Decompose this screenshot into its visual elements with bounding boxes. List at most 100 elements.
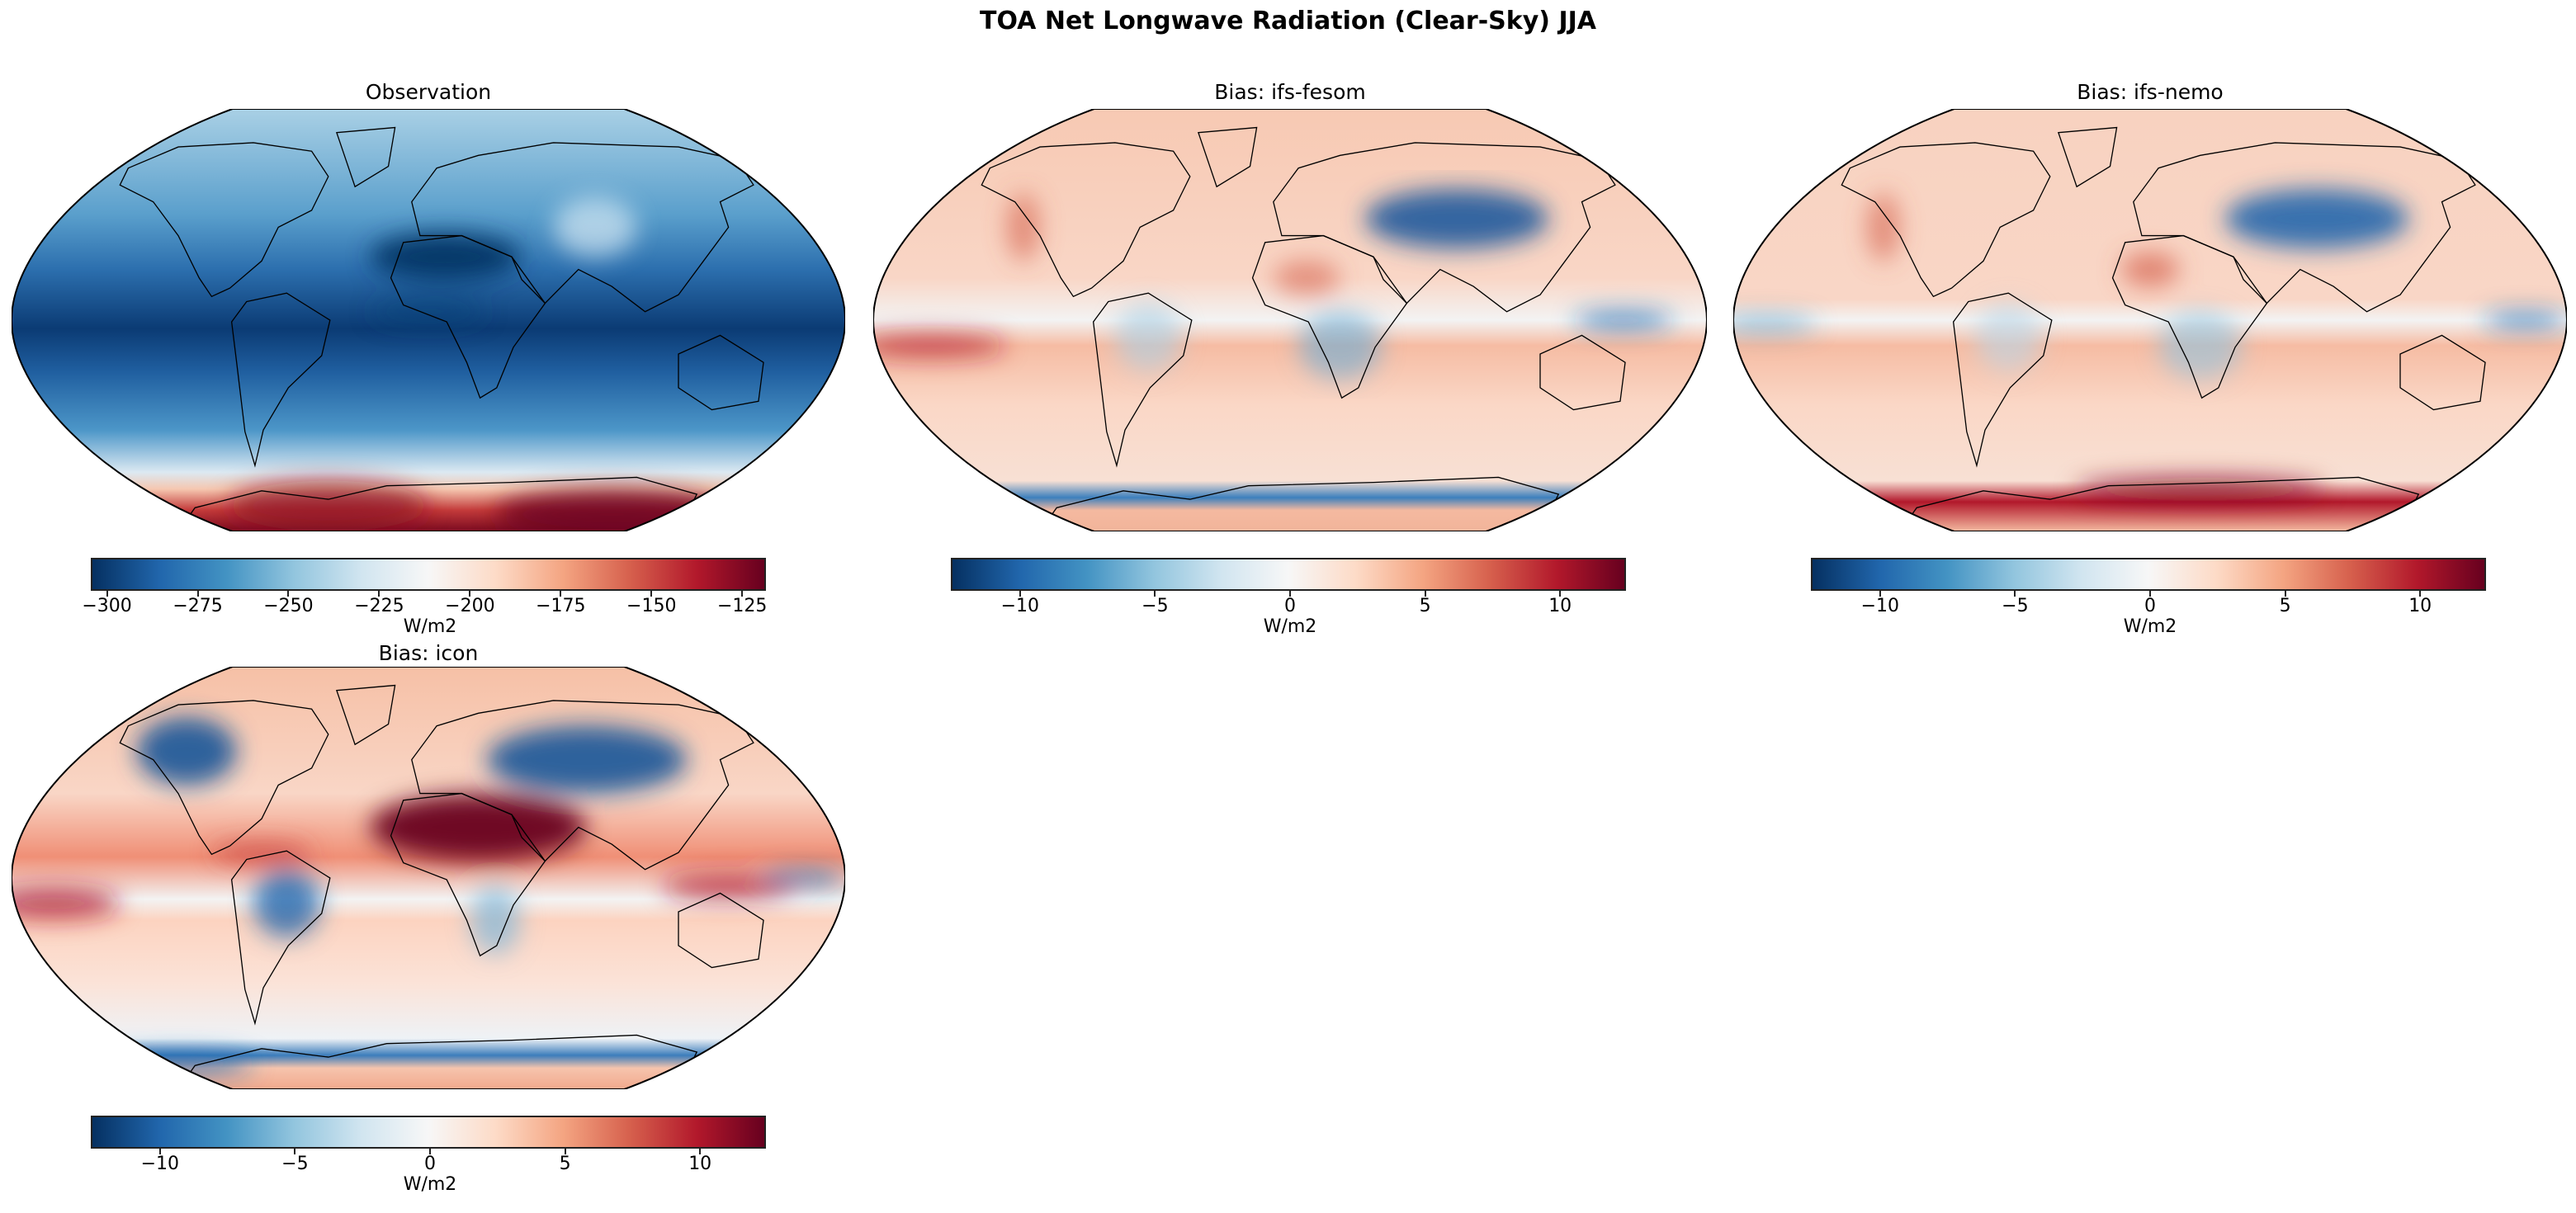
- coastline-australia: [2399, 334, 2486, 411]
- colorbar-tick-label: −225: [354, 596, 404, 616]
- coastline-eurasia: [411, 142, 754, 313]
- field-anomaly: [1114, 303, 1182, 371]
- colorbar: −10 −5 0 5 10 W/m2: [1811, 558, 2486, 637]
- field-anomaly: [1974, 303, 2042, 371]
- coastline-australia: [678, 334, 764, 411]
- colorbar-tick: [2419, 591, 2422, 597]
- field-anomaly: [253, 869, 320, 937]
- field-anomaly: [470, 886, 521, 955]
- colorbar-tick-label: −5: [1141, 596, 1169, 616]
- colorbar-tick: [699, 1149, 702, 1154]
- colorbar-tick: [158, 1149, 161, 1154]
- colorbar-tick: [1879, 591, 1881, 597]
- coastline-eurasia: [411, 700, 754, 871]
- colorbar-tick: [378, 591, 380, 597]
- colorbar: −10 −5 0 5 10 W/m2: [951, 558, 1626, 637]
- robinson-map: [1733, 109, 2567, 531]
- colorbar-tick-label: −10: [1860, 596, 1900, 616]
- colorbar-tick: [741, 591, 744, 597]
- colorbar-tick: [560, 591, 562, 597]
- colorbar-tick-label: −200: [445, 596, 495, 616]
- field-anomaly: [1866, 193, 1900, 262]
- coastline-south-america: [1092, 292, 1193, 468]
- colorbar-tick: [564, 1149, 566, 1154]
- colorbar-tick-label: −10: [1000, 596, 1040, 616]
- colorbar-tick-label: 5: [559, 1154, 571, 1174]
- colorbar-tick-label: 0: [2144, 596, 2156, 616]
- colorbar: −10 −5 0 5 10 W/m2: [91, 1116, 766, 1195]
- field-anomaly: [2484, 312, 2567, 328]
- coastline-north-america: [119, 142, 329, 298]
- coastline-south-america: [1952, 292, 2053, 468]
- panel-title: Bias: ifs-nemo: [2077, 80, 2224, 104]
- coastline-antarctica: [177, 476, 698, 531]
- colorbar-tick: [1424, 591, 1426, 597]
- colorbar-tick-label: 5: [1419, 596, 1431, 616]
- colorbar-tick-label: −10: [140, 1154, 180, 1174]
- field-anomaly: [553, 197, 637, 257]
- coastline-south-america: [230, 850, 331, 1026]
- coastline-antarctica: [1038, 476, 1560, 531]
- colorbar-tick-label: −5: [2002, 596, 2029, 616]
- colorbar-tick-label: −125: [716, 596, 768, 616]
- map-border: [12, 667, 845, 1089]
- colorbar: −300 −275 −250 −225 −200 −175 −150 −125 W/m2: [82, 558, 767, 637]
- colorbar-tick-label: −175: [536, 596, 586, 616]
- colorbar-tick-label: 5: [2279, 596, 2291, 616]
- coastline-greenland: [336, 126, 396, 188]
- colorbar-tick-label: 0: [1284, 596, 1296, 616]
- colorbar-tick: [1019, 591, 1021, 597]
- field-anomaly: [1298, 311, 1383, 380]
- field-anomaly: [228, 480, 428, 531]
- coastline-north-america: [1841, 142, 2051, 298]
- coastline-greenland: [1198, 126, 1258, 188]
- colorbar-tick: [650, 591, 653, 597]
- colorbar-tick-label: 10: [688, 1154, 712, 1174]
- field-anomaly: [762, 870, 845, 886]
- field-anomaly: [661, 874, 796, 899]
- coastline-eurasia: [2133, 142, 2476, 313]
- field-anomaly: [12, 888, 121, 919]
- figure-title: TOA Net Longwave Radiation (Clear-Sky) J…: [980, 7, 1596, 35]
- coastline-north-america: [981, 142, 1191, 298]
- colorbar-tick-label: −150: [626, 596, 677, 616]
- coastline-antarctica: [177, 1034, 698, 1089]
- coastline-south-america: [230, 292, 331, 468]
- field-anomaly: [1573, 311, 1674, 329]
- coastline-eurasia: [1273, 142, 1616, 313]
- colorbar-tick: [2014, 591, 2016, 597]
- panel-title: Observation: [365, 80, 492, 104]
- robinson-map: [12, 667, 845, 1089]
- coastline-australia: [678, 892, 764, 969]
- colorbar-tick-label: −5: [281, 1154, 309, 1174]
- colorbar-tick: [1154, 591, 1156, 597]
- colorbar-tick: [2284, 591, 2286, 597]
- colorbar-label: W/m2: [1263, 616, 1317, 637]
- field-anomaly: [486, 725, 688, 794]
- field-anomaly: [873, 333, 1007, 358]
- map-border: [1733, 109, 2567, 531]
- field-anomaly: [1733, 315, 1817, 333]
- panel-title: Bias: icon: [378, 641, 479, 665]
- colorbar-label: W/m2: [2123, 616, 2177, 637]
- colorbar-label: W/m2: [403, 616, 457, 637]
- colorbar-tick-label: 0: [424, 1154, 436, 1174]
- field-anomaly: [136, 717, 237, 786]
- colorbar-tick: [429, 1149, 431, 1154]
- coastline-greenland: [336, 684, 396, 746]
- field-anomaly: [370, 299, 487, 325]
- coastline-antarctica: [1898, 476, 2420, 531]
- field-background: [1733, 109, 2567, 531]
- robinson-map: [12, 109, 845, 531]
- field-anomaly: [2158, 311, 2243, 380]
- field-anomaly: [2075, 477, 2326, 502]
- robinson-map: [873, 109, 1707, 531]
- coastline-greenland: [2058, 126, 2118, 188]
- field-anomaly: [1273, 261, 1340, 295]
- colorbar-tick-label: −275: [173, 596, 223, 616]
- field-anomaly: [1364, 189, 1549, 248]
- colorbar-tick: [294, 1149, 296, 1154]
- colorbar-label: W/m2: [403, 1174, 457, 1195]
- colorbar-tick: [196, 591, 199, 597]
- panel-title: Bias: ifs-fesom: [1214, 80, 1366, 104]
